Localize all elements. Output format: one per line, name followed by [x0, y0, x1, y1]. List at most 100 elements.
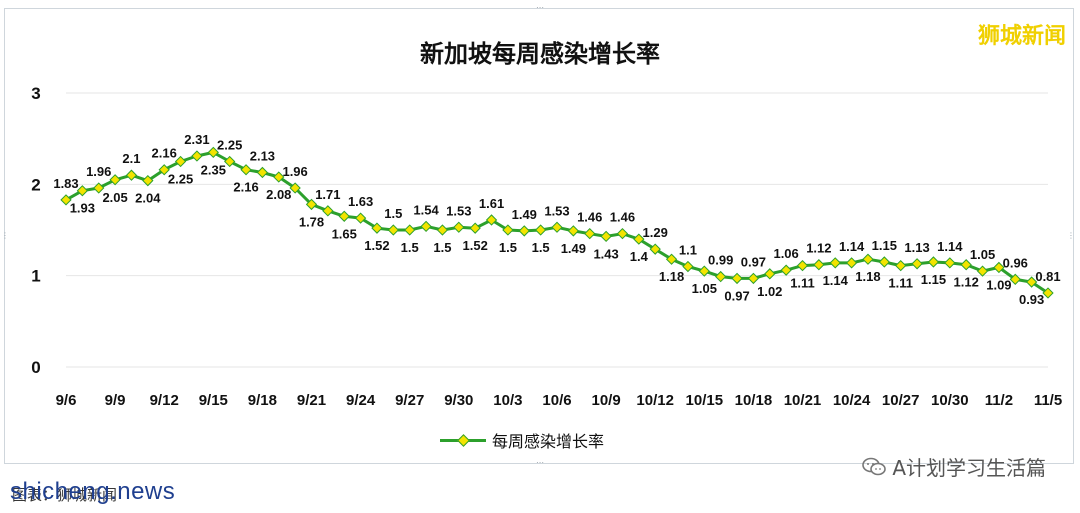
data-label: 2.16 — [152, 146, 177, 161]
data-label: 1.5 — [384, 206, 402, 221]
x-tick-label: 9/21 — [297, 392, 326, 409]
data-point — [1042, 287, 1054, 299]
data-label: 2.25 — [217, 138, 242, 153]
data-point — [191, 150, 203, 162]
data-label: 1.46 — [610, 210, 635, 225]
x-tick-label: 11/5 — [1034, 392, 1062, 409]
data-label: 1.5 — [532, 240, 550, 255]
data-label: 1.11 — [790, 276, 815, 291]
data-point — [715, 270, 727, 283]
data-label: 1.49 — [512, 207, 537, 222]
data-point — [976, 265, 989, 277]
data-label: 1.05 — [692, 281, 717, 296]
brand-logo-text: 狮城新闻 — [977, 24, 1066, 49]
data-label: 1.05 — [970, 247, 995, 262]
data-label: 1.5 — [499, 240, 517, 255]
x-tick-label: 9/18 — [248, 392, 277, 409]
watermark: shicheng.news — [10, 478, 176, 505]
data-label: 2.13 — [250, 148, 275, 163]
x-tick-label: 9/9 — [105, 392, 126, 409]
data-label: 1.12 — [806, 241, 831, 256]
x-tick-label: 10/27 — [882, 392, 920, 409]
x-tick-label: 9/30 — [444, 392, 473, 409]
data-point — [371, 222, 383, 234]
data-point — [142, 175, 154, 187]
data-label: 0.99 — [708, 253, 733, 268]
data-point — [93, 182, 105, 194]
data-label: 1.43 — [593, 246, 618, 261]
y-tick-label: 1 — [31, 267, 40, 286]
data-point — [960, 259, 972, 271]
x-tick-label: 10/24 — [833, 392, 871, 409]
data-label: 1.52 — [463, 238, 488, 253]
x-tick-label: 10/9 — [591, 392, 620, 409]
data-label: 1.52 — [364, 238, 389, 253]
data-point — [436, 224, 449, 236]
chart-frame — [4, 8, 1074, 464]
data-point — [469, 222, 481, 234]
data-point — [911, 258, 923, 270]
data-label: 1.71 — [315, 187, 340, 202]
data-label: 1.49 — [561, 241, 586, 256]
data-point — [796, 259, 809, 272]
data-label: 1.09 — [986, 277, 1011, 292]
x-tick-label: 10/30 — [931, 392, 969, 409]
resize-handle-left[interactable]: ⋮ — [1, 231, 9, 240]
data-point — [125, 169, 138, 181]
data-point — [420, 220, 432, 233]
data-point — [224, 155, 236, 168]
resize-handle-top[interactable]: ⋯ — [536, 3, 544, 12]
data-point — [1009, 273, 1021, 285]
data-label: 1.53 — [446, 203, 471, 218]
data-label: 0.97 — [741, 254, 766, 269]
data-label: 1.93 — [70, 201, 95, 216]
data-label: 1.46 — [577, 210, 602, 225]
resize-handle-right[interactable]: ⋮ — [1067, 231, 1075, 240]
data-point — [158, 164, 170, 176]
data-label: 2.05 — [102, 190, 127, 205]
x-tick-label: 10/18 — [735, 392, 773, 409]
data-label: 1.65 — [332, 226, 357, 241]
data-label: 0.96 — [1003, 255, 1028, 270]
data-point — [60, 194, 72, 206]
data-point — [927, 256, 940, 268]
data-point — [305, 198, 318, 211]
data-point — [764, 268, 776, 280]
data-label: 2.16 — [233, 180, 258, 195]
data-point — [174, 155, 187, 168]
data-label: 1.96 — [86, 164, 111, 179]
data-label: 2.1 — [122, 151, 140, 166]
data-point — [518, 225, 530, 237]
x-tick-label: 10/12 — [636, 392, 674, 409]
data-label: 1.15 — [872, 238, 897, 253]
data-label: 1.4 — [630, 249, 649, 264]
data-label: 1.06 — [773, 246, 798, 261]
data-point — [845, 257, 858, 269]
data-point — [665, 253, 678, 265]
data-point — [289, 182, 301, 194]
wechat-icon — [862, 457, 887, 475]
data-point — [698, 265, 710, 277]
y-tick-label: 0 — [31, 358, 40, 377]
data-point — [354, 212, 367, 224]
data-label: 2.35 — [201, 162, 226, 177]
chart-title: 新加坡每周感染增长率 — [420, 40, 660, 68]
data-point — [502, 224, 514, 236]
data-point — [240, 164, 252, 176]
data-point — [649, 243, 661, 255]
data-point — [109, 174, 121, 186]
data-label: 0.93 — [1019, 292, 1044, 307]
data-label: 1.15 — [921, 272, 946, 287]
data-label: 1.13 — [904, 240, 929, 255]
legend-label: 每周感染增长率 — [492, 432, 605, 451]
data-point — [387, 224, 399, 236]
data-label: 1.14 — [823, 273, 849, 288]
y-tick-label: 3 — [31, 84, 40, 103]
data-label: 1.5 — [433, 240, 451, 255]
x-tick-label: 9/12 — [150, 392, 179, 409]
data-point — [944, 257, 956, 269]
resize-handle-bottom[interactable]: ⋯ — [536, 458, 544, 467]
data-label: 1.53 — [544, 203, 569, 218]
x-tick-label: 10/3 — [493, 392, 522, 409]
data-point — [534, 224, 547, 236]
